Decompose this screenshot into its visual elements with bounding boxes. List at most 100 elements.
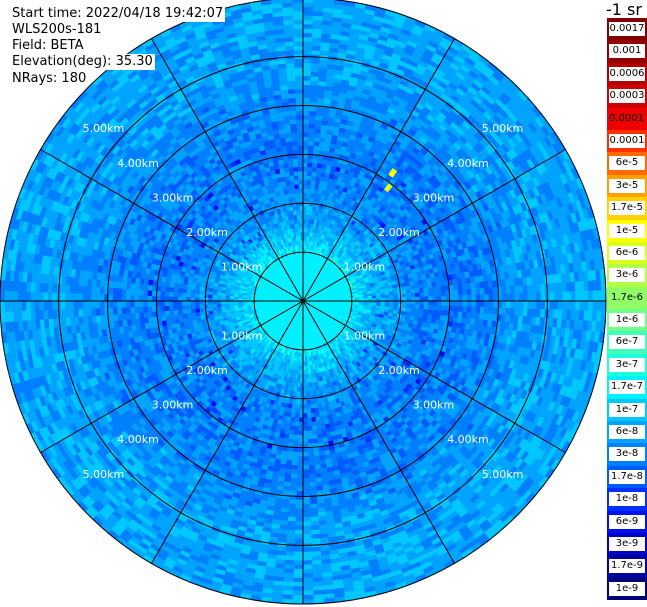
ppi-cell xyxy=(309,403,315,410)
ppi-cell xyxy=(302,192,308,198)
ppi-cell xyxy=(406,300,412,306)
ppi-cell xyxy=(302,400,307,406)
ppi-cell xyxy=(302,417,308,423)
ppi-cell xyxy=(294,412,300,419)
ppi-cell xyxy=(309,399,315,405)
ppi-cell xyxy=(310,412,316,418)
ppi-cell xyxy=(207,303,213,308)
ppi-cell xyxy=(186,288,192,294)
ppi-cell xyxy=(185,292,192,298)
ppi-cell xyxy=(291,197,297,203)
ppi-cell xyxy=(393,294,399,299)
ppi-cell xyxy=(299,196,304,202)
ppi-cell xyxy=(298,192,304,198)
ppi-cell xyxy=(305,374,309,380)
ppi-cell xyxy=(290,412,296,418)
ppi-cell xyxy=(181,292,187,298)
ppi-cell xyxy=(310,408,316,414)
ppi-cell xyxy=(302,413,308,419)
ppi-cell xyxy=(207,306,213,312)
ppi-cell xyxy=(298,183,304,189)
ppi-cell xyxy=(302,183,308,189)
ppi-cell xyxy=(181,300,187,306)
ppi-cell xyxy=(310,416,317,423)
ppi-cell xyxy=(314,412,320,418)
ppi-cell xyxy=(298,417,304,423)
ppi-cell xyxy=(194,300,200,306)
ppi-cell xyxy=(410,288,416,294)
ppi-cell xyxy=(294,188,300,194)
ppi-cell xyxy=(305,382,310,388)
ppi-cell xyxy=(310,184,316,190)
ppi-cell xyxy=(181,296,187,302)
ppi-cell xyxy=(198,297,204,302)
ppi-cell xyxy=(302,179,308,185)
ppi-cell xyxy=(290,188,296,194)
ppi-cell xyxy=(414,308,420,314)
ppi-cell xyxy=(414,292,421,298)
ppi-cell xyxy=(224,303,230,307)
ppi-cell xyxy=(194,296,200,302)
ppi-cell xyxy=(302,408,308,414)
ppi-cell xyxy=(216,303,222,308)
ppi-cell xyxy=(299,400,304,406)
ppi-cell xyxy=(295,196,300,203)
ppi-cell xyxy=(295,399,300,406)
ppi-cell xyxy=(211,303,217,308)
ppi-cell xyxy=(194,307,201,313)
ppi-cell xyxy=(393,290,399,296)
ppi-cell xyxy=(418,287,425,294)
ppi-cell xyxy=(190,308,196,314)
ppi-cell xyxy=(298,188,304,194)
ppi-cell xyxy=(389,294,395,299)
ppi-cell xyxy=(305,387,310,393)
ppi-cell xyxy=(406,304,412,309)
ppi-cell xyxy=(198,293,205,298)
ppi-cell xyxy=(410,292,416,298)
ppi-cell xyxy=(305,391,310,397)
ppi-cell xyxy=(302,196,307,202)
ppi-cell xyxy=(185,304,192,310)
ppi-cell xyxy=(302,188,308,194)
ppi-cell xyxy=(410,300,416,306)
ppi-cell xyxy=(290,184,296,190)
ppi-cell xyxy=(306,179,312,185)
ppi-data-cells xyxy=(0,0,607,605)
ppi-cell xyxy=(414,284,420,290)
ppi-cell xyxy=(298,404,304,410)
ppi-cell xyxy=(292,205,298,211)
ppi-cell xyxy=(419,296,425,302)
ppi-cell xyxy=(405,289,412,295)
ppi-cell xyxy=(298,413,304,419)
ppi-cell xyxy=(181,304,187,310)
ppi-cell xyxy=(414,304,421,310)
ppi-cell xyxy=(406,296,412,302)
ppi-cell xyxy=(294,183,300,190)
ppi-cell xyxy=(401,293,408,298)
ppi-cell xyxy=(302,404,308,410)
ppi-cell xyxy=(291,192,297,199)
ppi-cell xyxy=(415,296,421,302)
ppi-cell xyxy=(415,300,421,306)
ppi-cell xyxy=(306,183,312,190)
ppi-cell xyxy=(296,205,301,211)
ppi-cell xyxy=(306,399,311,406)
ppi-cell xyxy=(297,222,301,228)
ppi-cell xyxy=(194,293,200,298)
ppi-cell xyxy=(306,417,312,423)
ppi-cell xyxy=(306,408,312,414)
ppi-cell xyxy=(199,307,205,313)
ppi-cell xyxy=(306,412,312,419)
ppi-cell xyxy=(186,308,192,314)
ppi-cell xyxy=(296,214,301,220)
ppi-cell xyxy=(419,300,425,306)
ppi-cell xyxy=(401,289,407,295)
ppi-cell xyxy=(190,304,196,310)
ppi-cell xyxy=(286,184,292,190)
ppi-cell xyxy=(419,304,425,310)
ppi-cell xyxy=(190,296,196,302)
ppi-cell xyxy=(406,293,412,298)
ppi-cell xyxy=(376,295,382,299)
ppi-cell xyxy=(185,296,191,302)
